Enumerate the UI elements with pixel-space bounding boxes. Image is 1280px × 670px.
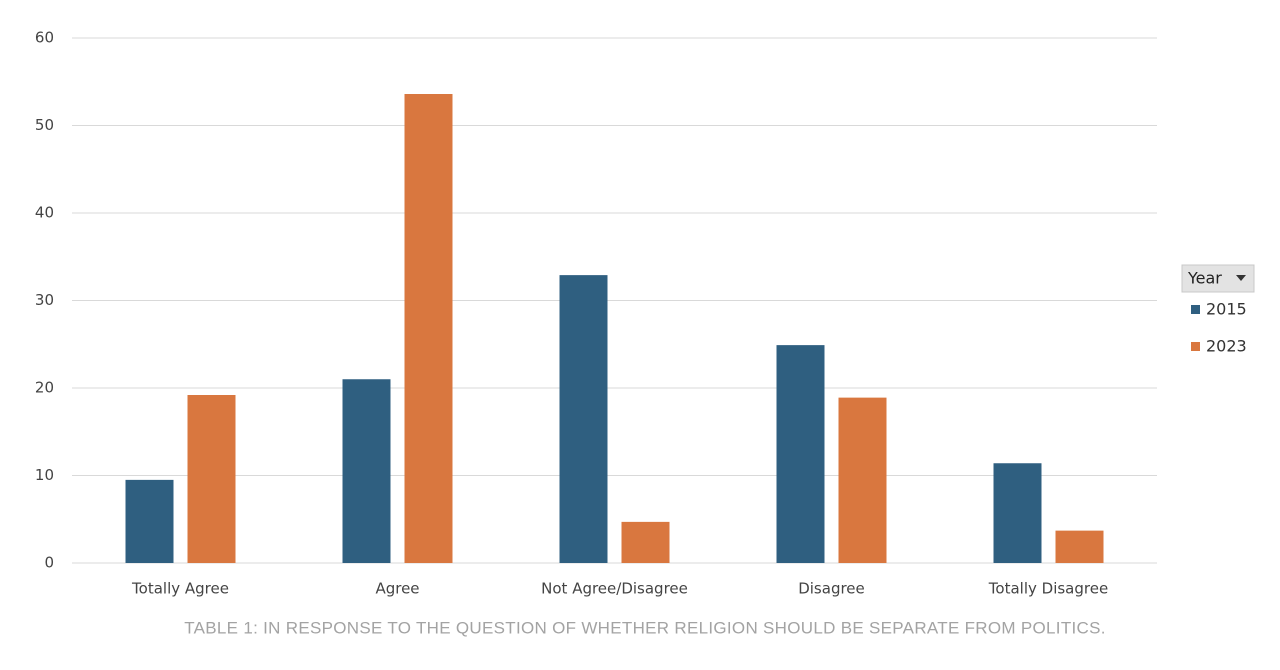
y-tick-label: 10 [35, 466, 54, 484]
x-tick-label: Disagree [798, 580, 865, 598]
dropdown-arrow [1236, 275, 1246, 281]
bar [125, 479, 174, 563]
y-tick-label: 50 [35, 116, 54, 134]
x-tick-label: Not Agree/Disagree [541, 580, 688, 598]
legend-label: 2023 [1206, 337, 1247, 356]
legend-label: 2015 [1206, 300, 1247, 319]
x-tick-label: Totally Agree [131, 580, 229, 598]
caption: TABLE 1: IN RESPONSE TO THE QUESTION OF … [184, 618, 1106, 637]
legend-title: Year [1187, 269, 1222, 288]
bar [559, 275, 608, 563]
y-tick-label: 0 [44, 554, 54, 572]
bar [993, 463, 1042, 563]
legend-swatch [1191, 305, 1200, 314]
bar [342, 379, 391, 563]
y-tick-label: 30 [35, 291, 54, 309]
bar [838, 397, 887, 563]
y-tick-label: 60 [35, 29, 54, 47]
x-tick-label: Totally Disagree [988, 580, 1108, 598]
legend-swatch [1191, 342, 1200, 351]
x-tick-label: Agree [375, 580, 419, 598]
y-tick-label: 40 [35, 204, 54, 222]
bar [621, 521, 670, 563]
bar [1055, 530, 1104, 563]
y-tick-label: 20 [35, 379, 54, 397]
bar [776, 345, 825, 563]
bar [404, 94, 453, 563]
bar [187, 395, 236, 563]
